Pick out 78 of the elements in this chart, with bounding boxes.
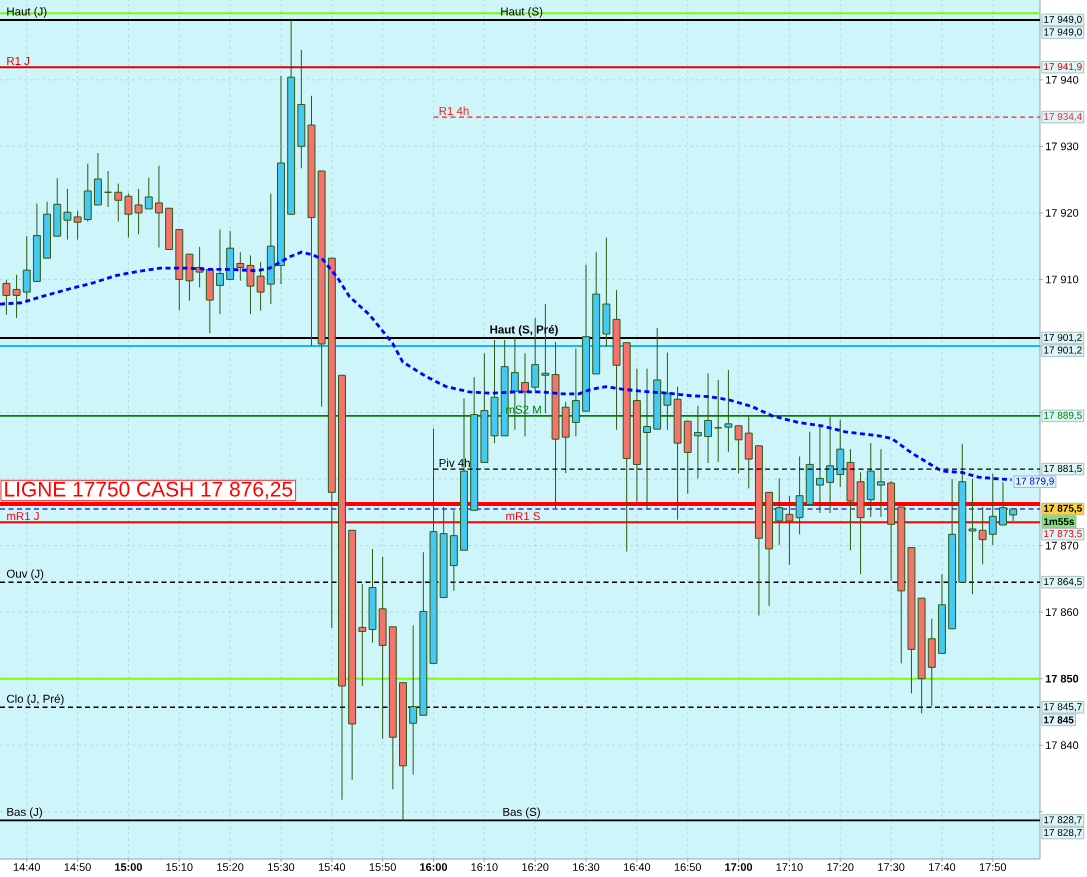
candlestick: [236, 251, 245, 282]
x-tick-label: 16:20: [522, 863, 549, 871]
x-tick-label: 15:20: [217, 863, 244, 871]
x-tick-label: 15:40: [318, 863, 346, 871]
annotation: 17 875,5: [1044, 504, 1082, 514]
candlestick: [826, 416, 835, 514]
y-tick-label: 17 840: [1046, 741, 1079, 750]
annotation: 17 828,7: [1044, 828, 1082, 838]
x-tick-label: 17:30: [878, 863, 905, 871]
candlestick: [704, 372, 713, 464]
annotation: Clo (J, Pré): [6, 694, 64, 706]
candlestick: [815, 426, 824, 514]
annotation: 17 828,7: [1044, 816, 1082, 825]
annotation: 17 889,5: [1044, 411, 1082, 420]
annotation: 17 845: [1044, 716, 1074, 724]
series-label: R1 4h: [439, 106, 469, 115]
annotation: 17 881,5: [1044, 464, 1082, 474]
y-tick-label: 17 930: [1046, 142, 1079, 151]
x-tick-label: 16:00: [420, 863, 448, 871]
candlestick: [693, 405, 702, 479]
y-tick-label: 17 940: [1046, 75, 1079, 84]
candlestick: [246, 255, 255, 315]
candlestick: [144, 177, 153, 210]
y-tick-label: 17 850: [1045, 674, 1079, 683]
y-tick-label: 17 910: [1046, 275, 1079, 284]
x-tick-label: 15:00: [115, 863, 142, 871]
annotation: Bas (J): [7, 807, 42, 819]
annotation: mR1 S: [506, 512, 540, 521]
x-tick-label: 16:40: [624, 863, 651, 871]
annotation: 17 949,0: [1044, 28, 1082, 37]
annotation: 17 845,7: [1044, 703, 1082, 712]
annotation: 1m55s: [1044, 518, 1075, 526]
candlestick: [114, 183, 123, 223]
candlestick: [775, 477, 784, 546]
candlestick: [22, 235, 31, 302]
candlestick: [643, 368, 652, 509]
x-tick-label: 17:40: [929, 863, 956, 871]
annotation: R1 J: [7, 57, 30, 65]
x-tick-label: 16:10: [471, 863, 498, 871]
x-tick-label: 14:40: [13, 863, 41, 871]
y-tick-label: 17 920: [1046, 209, 1079, 217]
annotation: 17 901,2: [1044, 333, 1082, 343]
x-tick-label: 14:50: [64, 863, 91, 871]
candlestick: [988, 473, 997, 546]
line-series: [0, 250, 1014, 482]
y-tick-label: 17 860: [1046, 608, 1079, 617]
x-tick-label: 15:50: [369, 863, 396, 871]
annotation: 17 934,4: [1044, 112, 1082, 122]
annotation: 17 879,9: [1016, 477, 1054, 486]
x-tick-label: 17:20: [827, 863, 854, 871]
candlestick: [216, 229, 224, 315]
annotation: 17 941,9: [1044, 63, 1082, 72]
x-tick-label: 15:10: [166, 863, 193, 871]
annotation: mR1 J: [7, 512, 39, 521]
candlestick: [358, 583, 367, 687]
annotation: Bas (S): [503, 807, 540, 819]
candlestick: [409, 624, 418, 775]
annotation: 17 949,0: [1044, 15, 1082, 25]
annotation: Ouv (J): [6, 569, 44, 580]
x-tick-label: 15:30: [268, 863, 295, 871]
candlestick: [999, 481, 1007, 526]
candlestick: [154, 165, 163, 249]
annotation: 17 901,2: [1044, 346, 1082, 355]
ref-line-label: LIGNE 17750 CASH 17 876,25: [5, 481, 293, 500]
candlestick: [571, 348, 580, 437]
candlestick: [968, 478, 977, 595]
x-tick-label: 16:50: [674, 863, 701, 871]
y-tick-label: 17 870: [1046, 541, 1079, 550]
x-tick-label: 17:50: [979, 863, 1007, 871]
candlestick: [978, 506, 987, 565]
x-tick-label: 17:00: [725, 863, 753, 871]
x-tick-label: 17:10: [776, 863, 803, 871]
candlestick: [877, 448, 885, 518]
candlestick: [256, 261, 265, 312]
series-label: Piv 4h: [439, 458, 470, 467]
x-tick-label: 16:30: [573, 863, 600, 871]
annotation: 17 864,5: [1044, 578, 1082, 587]
annotation: 17 873,5: [1044, 530, 1082, 539]
